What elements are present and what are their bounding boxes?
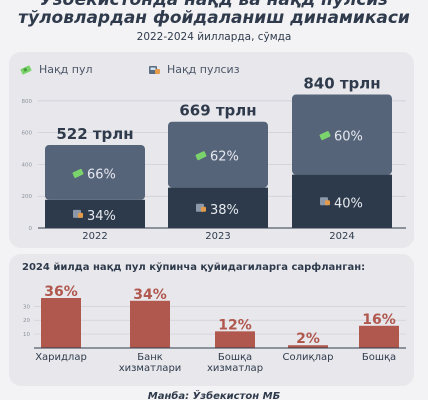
spend-bar-1 bbox=[130, 300, 170, 348]
bar-cash-2023 bbox=[168, 121, 268, 188]
terminal-icon bbox=[73, 209, 83, 218]
total-label-2022: 522 трлн bbox=[56, 125, 133, 143]
spend-category-1: Банк bbox=[137, 352, 163, 363]
spend-category-1: хизматлари bbox=[119, 363, 182, 374]
y-tick-label: 200 bbox=[22, 194, 33, 200]
page-subtitle: 2022-2024 йилларда, сўмда bbox=[136, 31, 292, 43]
spend-category-2: Бошқа bbox=[218, 352, 252, 363]
y-tick-label: 400 bbox=[22, 162, 33, 168]
bar-noncash-2023 bbox=[168, 187, 268, 228]
terminal-icon bbox=[320, 197, 330, 206]
legend-label-cash: Нақд пул bbox=[39, 63, 93, 76]
spend-bar-4 bbox=[359, 325, 399, 348]
legend-item-noncash: Нақд пулсиз bbox=[148, 63, 240, 76]
cash-percent-2024: 60% bbox=[334, 130, 363, 145]
title-line-1: Ўзбекистонда нақд ва нақд пулсиз bbox=[39, 0, 389, 10]
y-tick-label: 30 bbox=[23, 304, 30, 310]
spending-chart-title: 2024 йилда нақд пул кўпинча қуйидагиларг… bbox=[22, 262, 366, 273]
bar-noncash-2022 bbox=[45, 199, 145, 228]
spend-bar-0 bbox=[41, 298, 81, 348]
y-tick-label: 20 bbox=[23, 318, 30, 324]
x-tick-label-2022: 2022 bbox=[82, 231, 107, 242]
title-line-2: тўловлардан фойдаланиш динамикаси bbox=[18, 8, 410, 28]
spend-value-4: 16% bbox=[362, 312, 396, 328]
legend-item-cash: Нақд пул bbox=[20, 63, 93, 76]
noncash-percent-2023: 38% bbox=[210, 203, 239, 218]
cash-icon bbox=[195, 151, 207, 161]
spend-category-2: хизматлар bbox=[207, 363, 263, 374]
y-tick-label: 600 bbox=[22, 131, 33, 137]
spend-value-3: 2% bbox=[296, 331, 320, 347]
cash-icon bbox=[319, 131, 331, 141]
terminal-icon bbox=[196, 203, 206, 212]
legend-label-noncash: Нақд пулсиз bbox=[167, 63, 240, 76]
y-tick-label: 0 bbox=[29, 226, 33, 232]
cash-icon bbox=[72, 168, 84, 178]
bar-noncash-2024 bbox=[292, 174, 392, 228]
bar-cash-2022 bbox=[45, 145, 145, 200]
spend-value-0: 36% bbox=[44, 284, 78, 300]
terminal-icon bbox=[149, 65, 160, 74]
stacked-bar-chart: 0 200 400 600 800 522 трлн 66% 34% 2022 669 трлн 6… bbox=[22, 75, 406, 242]
x-tick-label-2023: 2023 bbox=[205, 231, 230, 242]
spend-bar-3 bbox=[288, 345, 328, 348]
spend-category-4: Бошқа bbox=[362, 352, 396, 363]
total-label-2024: 840 трлн bbox=[303, 75, 380, 93]
noncash-percent-2024: 40% bbox=[334, 196, 363, 211]
spend-value-2: 12% bbox=[218, 317, 252, 333]
spend-bar-2 bbox=[215, 331, 255, 348]
x-tick-label-2024: 2024 bbox=[329, 231, 354, 242]
y-tick-label: 800 bbox=[22, 99, 33, 105]
source-note: Манба: Ўзбекистон МБ bbox=[147, 391, 281, 400]
total-label-2023: 669 трлн bbox=[179, 102, 256, 120]
spend-category-3: Солиқлар bbox=[283, 352, 334, 363]
cash-percent-2023: 62% bbox=[210, 150, 239, 165]
page-title: Ўзбекистонда нақд ва нақд пулсиз тўловла… bbox=[0, 0, 428, 27]
spend-category-0: Харидлар bbox=[35, 352, 87, 363]
noncash-percent-2022: 34% bbox=[87, 209, 116, 224]
cash-percent-2022: 66% bbox=[87, 167, 116, 182]
spend-value-1: 34% bbox=[133, 287, 167, 303]
bar-cash-2024 bbox=[292, 94, 392, 175]
cash-icon bbox=[20, 64, 32, 75]
y-tick-label: 10 bbox=[23, 332, 30, 338]
